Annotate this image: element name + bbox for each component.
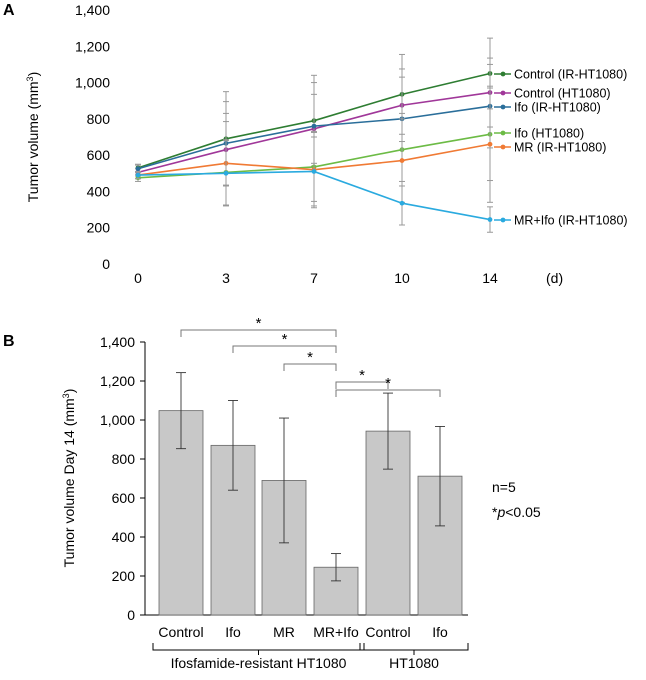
group-bracket xyxy=(152,643,365,651)
panel-a-plot xyxy=(135,37,493,233)
significance-star: * xyxy=(256,315,262,332)
legend-marker xyxy=(500,217,506,223)
panel-b-y-tick-label: 800 xyxy=(112,451,136,467)
series-5 xyxy=(135,136,493,233)
significance-bracket xyxy=(232,345,337,353)
legend-label: Ifo (HT1080) xyxy=(514,127,584,141)
significance-star: * xyxy=(307,349,313,366)
group-label: HT1080 xyxy=(389,655,439,671)
panel-a-x-unit: (d) xyxy=(546,270,563,286)
panel-a-x-tick-label: 0 xyxy=(134,270,142,286)
panel-a: A Tumor volume (mm3) 0 200 400 600 800 1,000 1… xyxy=(3,2,628,286)
legend-label: Control (IR-HT1080) xyxy=(514,68,627,82)
significance-bracket xyxy=(283,363,337,371)
panel-b-x-tick-label: Ifo xyxy=(225,624,241,640)
panel-b-significance-brackets: * * * * * xyxy=(180,315,441,397)
panel-b-y-tick-label: 400 xyxy=(112,529,136,545)
data-point xyxy=(311,169,317,174)
panel-a-x-tick-labels: 0 3 7 10 14 xyxy=(134,270,498,286)
panel-a-y-axis-label: Tumor volume (mm3) xyxy=(25,72,41,203)
significance-bracket xyxy=(335,389,441,397)
panel-b-x-tick-label: MR+Ifo xyxy=(313,624,359,640)
panel-b-x-tick-label: Control xyxy=(158,624,203,640)
legend-marker xyxy=(500,144,506,150)
panel-a-y-tick-label: 1,000 xyxy=(75,75,110,91)
data-point xyxy=(399,200,405,206)
panel-b-y-tick-labels: 0 200 400 600 800 1,000 1,200 1,400 xyxy=(100,334,145,623)
panel-b-x-tick-labels: Control Ifo MR MR+Ifo Control Ifo xyxy=(158,624,448,640)
group-label: Ifosfamide-resistant HT1080 xyxy=(171,655,347,671)
panel-a-y-tick-label: 200 xyxy=(87,220,111,236)
legend-marker xyxy=(500,90,506,96)
legend-label: MR+Ifo (IR-HT1080) xyxy=(514,214,628,228)
panel-a-y-tick-label: 1,400 xyxy=(75,2,110,18)
legend-marker xyxy=(500,104,506,110)
panel-a-y-tick-label: 0 xyxy=(102,256,110,272)
legend-marker xyxy=(500,71,506,77)
panel-a-label: A xyxy=(3,2,15,19)
sample-size-note: n=5 xyxy=(492,479,516,495)
significance-star: * xyxy=(282,331,288,348)
significance-star: * xyxy=(385,375,391,392)
legend-label: MR (IR-HT1080) xyxy=(514,141,606,155)
panel-b-x-tick-label: Ifo xyxy=(432,624,448,640)
panel-a-x-tick-label: 7 xyxy=(310,270,318,286)
panel-b-y-tick-label: 1,200 xyxy=(100,373,135,389)
significance-bracket xyxy=(180,329,337,337)
panel-a-x-tick-label: 3 xyxy=(222,270,230,286)
panel-a-legend: Control (IR-HT1080)Control (HT1080)Ifo (… xyxy=(494,68,628,228)
group-bracket xyxy=(359,643,469,651)
panel-b-x-tick-label: Control xyxy=(365,624,410,640)
panel-a-y-tick-label: 800 xyxy=(87,111,111,127)
panel-b-label: B xyxy=(3,333,15,350)
significance-bracket xyxy=(335,381,389,389)
legend-label: Ifo (IR-HT1080) xyxy=(514,101,601,115)
significance-star: * xyxy=(359,367,365,384)
panel-a-y-tick-label: 600 xyxy=(87,147,111,163)
bar xyxy=(313,566,359,616)
data-point xyxy=(487,217,493,222)
p-value-note: *p<0.05 xyxy=(492,504,541,520)
legend-label: Control (HT1080) xyxy=(514,87,611,101)
panel-b-y-tick-label: 200 xyxy=(112,568,136,584)
data-point xyxy=(135,166,141,172)
panel-b-x-tick-label: MR xyxy=(273,624,295,640)
data-point xyxy=(223,170,229,176)
panel-b-y-tick-label: 600 xyxy=(112,490,136,506)
data-point xyxy=(399,158,405,163)
panel-b-group-brackets: Ifosfamide-resistant HT1080 HT1080 xyxy=(152,643,469,671)
data-point xyxy=(487,141,493,147)
panel-a-y-tick-label: 400 xyxy=(87,183,111,199)
data-point xyxy=(311,123,317,129)
panel-b-y-axis-label: Tumor volume Day 14 (mm3) xyxy=(61,389,77,568)
data-point xyxy=(135,172,141,178)
panel-b-y-tick-label: 1,400 xyxy=(100,334,135,350)
panel-a-x-tick-label: 14 xyxy=(482,270,498,286)
panel-a-y-tick-label: 1,200 xyxy=(75,38,110,54)
panel-b-y-tick-label: 1,000 xyxy=(100,412,135,428)
panel-a-y-tick-labels: 0 200 400 600 800 1,000 1,200 1,400 xyxy=(75,2,110,272)
panel-b-bars xyxy=(158,372,463,616)
panel-a-x-tick-label: 10 xyxy=(394,270,410,286)
panel-b-y-tick-label: 0 xyxy=(127,607,135,623)
panel-b: B Tumor volume Day 14 (mm3) 0 200 400 600 80… xyxy=(3,315,541,671)
legend-marker xyxy=(500,130,506,136)
